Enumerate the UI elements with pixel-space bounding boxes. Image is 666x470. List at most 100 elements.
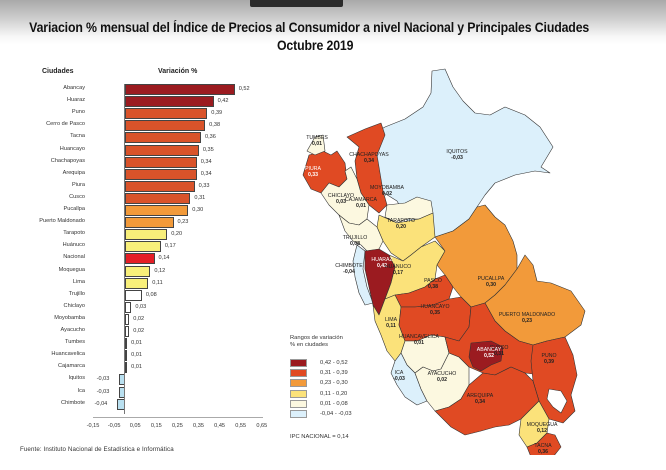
legend-swatch [290, 359, 307, 367]
bar-row: Arequipa 0,34 [0, 168, 290, 181]
value-label: -0,03 [96, 376, 110, 383]
map-label: CHACHAPOYAS 0,34 [349, 152, 388, 164]
bar-row: Abancay 0,52 [0, 84, 290, 96]
value-label: 0,23 [177, 219, 189, 226]
legend-item: 0,31 - 0,39 [290, 369, 410, 378]
category-label: Moyobamba [54, 314, 85, 321]
category-label: Ica [77, 387, 85, 394]
bar [125, 338, 128, 350]
category-label: Puerto Maldonado [39, 218, 85, 225]
legend-title-2: % en ciudades [290, 342, 329, 348]
chart-subtitle: Octubre 2019 [276, 38, 354, 53]
bar [125, 253, 155, 265]
x-tick: 0,25 [171, 423, 183, 429]
value-label: 0,30 [192, 207, 204, 213]
category-label: Arequipa [62, 169, 85, 176]
map-label-value: 0,03 [335, 199, 347, 205]
bar [125, 108, 208, 120]
bar-row: Ayacucho 0,02 [0, 326, 290, 338]
map-label-value: 0,23 [521, 318, 533, 324]
bar-row: Ica -0,03 [0, 386, 290, 399]
header-gradient [0, 0, 666, 45]
map-label-name: ICA [394, 370, 404, 376]
x-tick: -0,15 [86, 423, 100, 429]
bar-row: Moquegua 0,12 [0, 265, 290, 278]
category-label: Chiclayo [63, 302, 85, 309]
value-label: 0,14 [158, 255, 170, 262]
peru-map: TUMBES 0,01 PIURA 0,33 CHACHAPOYAS 0,34 IQUITO… [285, 55, 666, 455]
bar-row: Trujillo 0,08 [0, 289, 290, 302]
map-label: PUCALLPA 0,30 [478, 276, 505, 288]
map-label: AREQUIPA 0,34 [467, 393, 493, 405]
legend-item: -0,04 - -0,03 [290, 410, 410, 419]
value-label: 0,01 [131, 352, 142, 359]
category-label: Tarapoto [63, 230, 85, 237]
map-label: ICA -0,03 [393, 370, 405, 382]
map-label-name: HUÁNUCO [384, 264, 412, 270]
map-label-name: PIURA [305, 166, 321, 172]
value-label: 0,11 [152, 279, 163, 286]
bar [125, 96, 214, 108]
map-label-name: CHICLAYO [327, 193, 355, 199]
map-label: MOQUEGUA 0,12 [527, 422, 558, 434]
map-label-value: -0,03 [393, 376, 405, 382]
legend-label: 0,23 - 0,30 [320, 380, 348, 387]
bar-row: Tumbes 0,01 [0, 338, 290, 350]
map-label: CUSCO 0,31 [490, 345, 509, 357]
map-label-name: AYACUCHO [427, 371, 457, 377]
bar-row: Huancavelica 0,01 [0, 350, 290, 362]
legend-swatch [290, 399, 307, 408]
map-label-value: 0,11 [386, 323, 396, 329]
x-tick: 0,45 [214, 423, 226, 429]
legend-swatch [290, 389, 307, 398]
map-label-value: 0,36 [537, 449, 549, 455]
map-label: TUMBES 0,01 [306, 135, 328, 147]
value-label: 0,34 [200, 170, 212, 177]
map-label: LIMA 0,11 [385, 317, 397, 329]
map-label-value: 0,35 [429, 310, 441, 316]
bar [125, 362, 128, 374]
bar [125, 313, 130, 325]
map-label-value: 0,08 [349, 241, 361, 247]
map-label-value: 0,02 [436, 377, 448, 383]
bar [125, 132, 201, 144]
value-label: 0,34 [200, 158, 212, 165]
category-label: Huancayo [59, 145, 85, 152]
value-label: 0,42 [217, 98, 229, 105]
map-label-value: 0,34 [474, 399, 486, 405]
bar [125, 229, 168, 241]
map-legend: Rangos de variación % en ciudades 0,42 -… [290, 335, 410, 418]
bar [125, 265, 151, 277]
bar [125, 120, 206, 132]
value-label: 0,35 [202, 146, 214, 153]
legend-item: 0,01 - 0,08 [290, 399, 410, 409]
bar [125, 350, 128, 362]
category-label: Abancay [63, 85, 85, 91]
map-label: HUARAZ 0,42 [371, 257, 392, 269]
bar-row: Cerro de Pasco 0,38 [0, 120, 290, 132]
map-label: TRUJILLO 0,08 [343, 235, 368, 247]
bar-row: Huancayo 0,35 [0, 144, 290, 157]
map-label: HUANCAVELICA 0,01 [399, 334, 439, 346]
bar [125, 301, 132, 313]
map-label-value: 0,38 [427, 284, 439, 290]
map-label: CHICLAYO 0,03 [328, 193, 354, 205]
map-label-name: MOYOBAMBA [369, 185, 405, 191]
value-label: 0,36 [204, 134, 216, 141]
map-label-value: 0,30 [485, 282, 497, 288]
map-label-value: -0,04 [343, 269, 355, 275]
value-label: 0,17 [164, 243, 176, 250]
bar-row: Chachapoyas 0,34 [0, 156, 290, 169]
category-label: Cerro de Pasco [46, 121, 85, 128]
category-label: Lima [72, 278, 85, 285]
legend-item: 0,42 - 0,52 [290, 359, 410, 368]
value-label: 0,03 [135, 303, 147, 310]
map-label-value: 0,52 [483, 353, 495, 359]
bar [125, 277, 149, 289]
map-label-name: AREQUIPA [466, 393, 494, 399]
region-arequipa [434, 366, 540, 436]
x-tick: 0,55 [235, 423, 247, 429]
bar [125, 156, 197, 168]
map-label: CHIMBOTE -0,04 [335, 263, 362, 275]
bar [125, 217, 174, 229]
